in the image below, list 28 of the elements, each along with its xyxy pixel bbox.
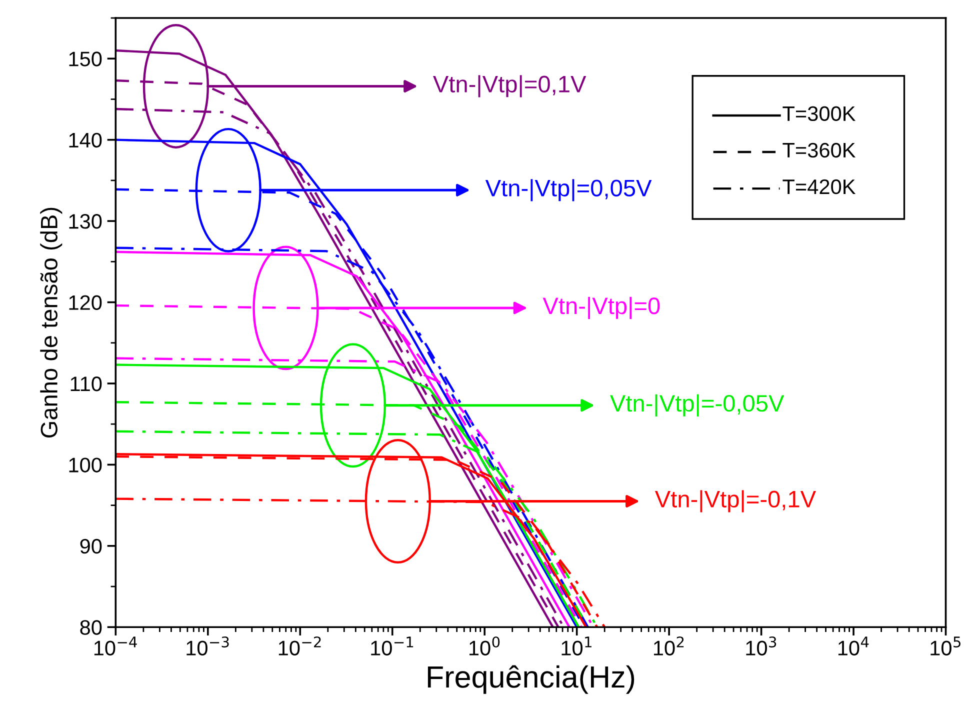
y-tick-label: 100 [69,458,102,472]
y-tick-label: 150 [69,52,102,66]
x-tick-label: 10$^{−2}$ [278,636,321,656]
y-tick-label: 140 [69,132,102,148]
annotation: T=360K [782,142,856,158]
annotation: Vtn-|Vtp|=0,1V [433,75,586,98]
annotation: Vtn-|Vtp|=-0,1V [654,490,816,512]
x-axis-title: Frequência(Hz) [428,665,634,694]
x-tick-label: 10$^{4}$ [838,636,869,656]
x-tick-label: 10$^{−3}$ [186,636,229,656]
x-tick-label: 10$^{1}$ [562,636,592,656]
x-tick-label: 10$^{0}$ [470,636,500,656]
x-tick-label: 10$^{2}$ [654,636,684,656]
annotation: T=420K [782,179,856,194]
annotation: T=300K [782,106,856,122]
x-tick-label: 10$^{−1}$ [371,636,414,656]
y-axis-title: Ganho de tensão (dB) [40,208,62,438]
y-tick-label: 110 [70,376,102,392]
x-tick-label: 10$^{−4}$ [94,636,137,656]
x-tick-label: 10$^{3}$ [746,636,776,656]
x-tick-label: 10$^{5}$ [930,636,960,656]
y-tick-label: 80 [80,620,102,635]
y-tick-label: 120 [69,295,102,310]
annotation: Vtn-|Vtp|=-0,05V [610,394,784,416]
annotation: Vtn-|Vtp|=0,05V [485,179,652,202]
y-tick-label: 90 [80,538,102,554]
y-tick-label: 130 [69,214,102,229]
annotation: Vtn-|Vtp|=0 [542,296,660,319]
